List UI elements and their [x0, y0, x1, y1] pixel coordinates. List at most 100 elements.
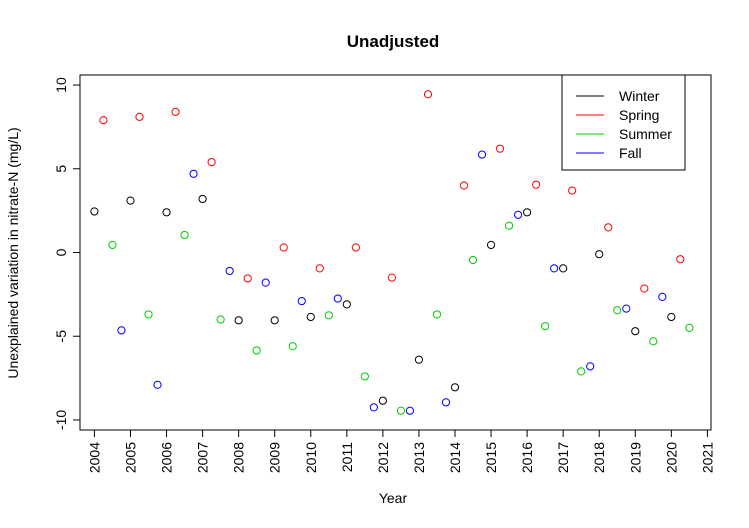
legend: Winter Spring Summer Fall [561, 74, 686, 171]
data-point-spring [207, 157, 216, 167]
x-tick-label: 2005 [122, 442, 138, 473]
data-point-summer [432, 310, 442, 319]
data-point-winter [523, 208, 532, 217]
x-tick-label: 2011 [339, 442, 355, 472]
data-point-spring [315, 264, 324, 273]
x-tick-label: 2010 [303, 442, 319, 473]
data-point-fall [225, 266, 234, 276]
legend-label-spring: Spring [619, 107, 659, 123]
data-point-spring [459, 181, 469, 190]
data-point-fall [513, 210, 523, 219]
x-tick-label: 2012 [375, 442, 391, 473]
data-point-summer [685, 323, 694, 332]
chart-title: Unadjusted [347, 32, 440, 51]
data-point-summer [649, 337, 658, 346]
data-point-spring [604, 223, 613, 232]
data-point-summer [577, 367, 586, 376]
x-tick-label: 2021 [699, 442, 715, 473]
data-point-fall [405, 406, 415, 415]
data-point-summer [468, 255, 478, 265]
data-point-winter [270, 316, 279, 325]
data-point-winter [450, 383, 460, 392]
data-points [90, 90, 694, 415]
data-point-fall [441, 398, 451, 407]
data-point-fall [333, 294, 342, 303]
data-point-fall [477, 150, 487, 159]
data-point-summer [288, 342, 297, 351]
legend-label-winter: Winter [619, 88, 660, 104]
y-tick-label: 5 [53, 165, 69, 173]
data-point-summer [324, 311, 333, 320]
data-point-fall [622, 304, 631, 313]
data-point-spring [532, 180, 541, 189]
legend-label-summer: Summer [619, 126, 672, 142]
x-tick-label: 2016 [519, 442, 535, 473]
data-point-winter [90, 207, 99, 216]
data-point-summer [108, 240, 117, 250]
data-point-summer [252, 346, 261, 355]
data-point-spring [676, 255, 685, 264]
data-point-summer [144, 310, 153, 319]
x-tick-label: 2008 [231, 442, 247, 473]
y-tick-label: 0 [53, 248, 69, 256]
y-tick-label: 10 [53, 77, 69, 93]
x-axis: 2004 2005 2006 2007 2008 2009 2010 2011 2012 2013… [86, 430, 715, 473]
data-point-summer [360, 372, 369, 381]
legend-box [561, 74, 686, 171]
data-point-summer [541, 322, 550, 331]
data-point-fall [189, 169, 198, 178]
data-point-fall [261, 278, 270, 287]
data-point-spring [279, 243, 288, 252]
data-point-spring [171, 107, 180, 116]
data-point-spring [423, 90, 433, 99]
data-point-fall [117, 326, 126, 335]
data-point-winter [126, 196, 135, 205]
data-point-winter [378, 396, 387, 405]
data-point-winter [414, 355, 424, 364]
data-point-winter [162, 208, 171, 217]
y-axis-label: Unexplained variation in nitrate-N (mg/L… [5, 127, 21, 378]
x-axis-label: Year [379, 490, 408, 506]
data-point-summer [216, 315, 225, 324]
x-tick-label: 2014 [447, 442, 463, 473]
data-point-spring [351, 243, 360, 252]
data-point-fall [586, 362, 595, 371]
data-point-spring [135, 112, 144, 121]
legend-label-fall: Fall [619, 145, 642, 161]
x-tick-label: 2004 [86, 442, 102, 473]
data-point-winter [198, 194, 207, 204]
x-tick-label: 2020 [663, 442, 679, 473]
y-tick-label: -10 [53, 410, 69, 430]
data-point-summer [180, 230, 189, 240]
data-point-fall [153, 380, 162, 389]
data-point-winter [306, 312, 315, 322]
x-tick-label: 2006 [159, 442, 175, 473]
data-point-summer [396, 406, 406, 415]
x-tick-label: 2018 [591, 442, 607, 473]
data-point-winter [595, 250, 604, 259]
x-tick-label: 2017 [555, 442, 571, 473]
data-point-fall [297, 296, 306, 306]
data-point-spring [495, 144, 505, 153]
data-point-fall [550, 264, 559, 273]
y-axis: -10 -5 0 5 10 [53, 77, 80, 430]
data-point-spring [99, 116, 108, 125]
x-tick-label: 2013 [411, 442, 427, 473]
data-point-spring [243, 274, 252, 283]
data-point-winter [631, 327, 640, 336]
data-point-winter [342, 300, 351, 309]
data-point-spring [640, 284, 649, 293]
x-tick-label: 2019 [627, 442, 643, 473]
data-point-winter [486, 240, 496, 250]
data-point-summer [613, 306, 622, 315]
data-point-fall [369, 403, 378, 412]
data-point-winter [234, 316, 243, 325]
data-point-spring [387, 273, 396, 282]
y-tick-label: -5 [53, 330, 69, 343]
x-tick-label: 2007 [195, 442, 211, 473]
data-point-winter [667, 312, 676, 322]
data-point-winter [559, 264, 568, 273]
data-point-summer [504, 221, 514, 230]
data-point-spring [568, 186, 577, 195]
